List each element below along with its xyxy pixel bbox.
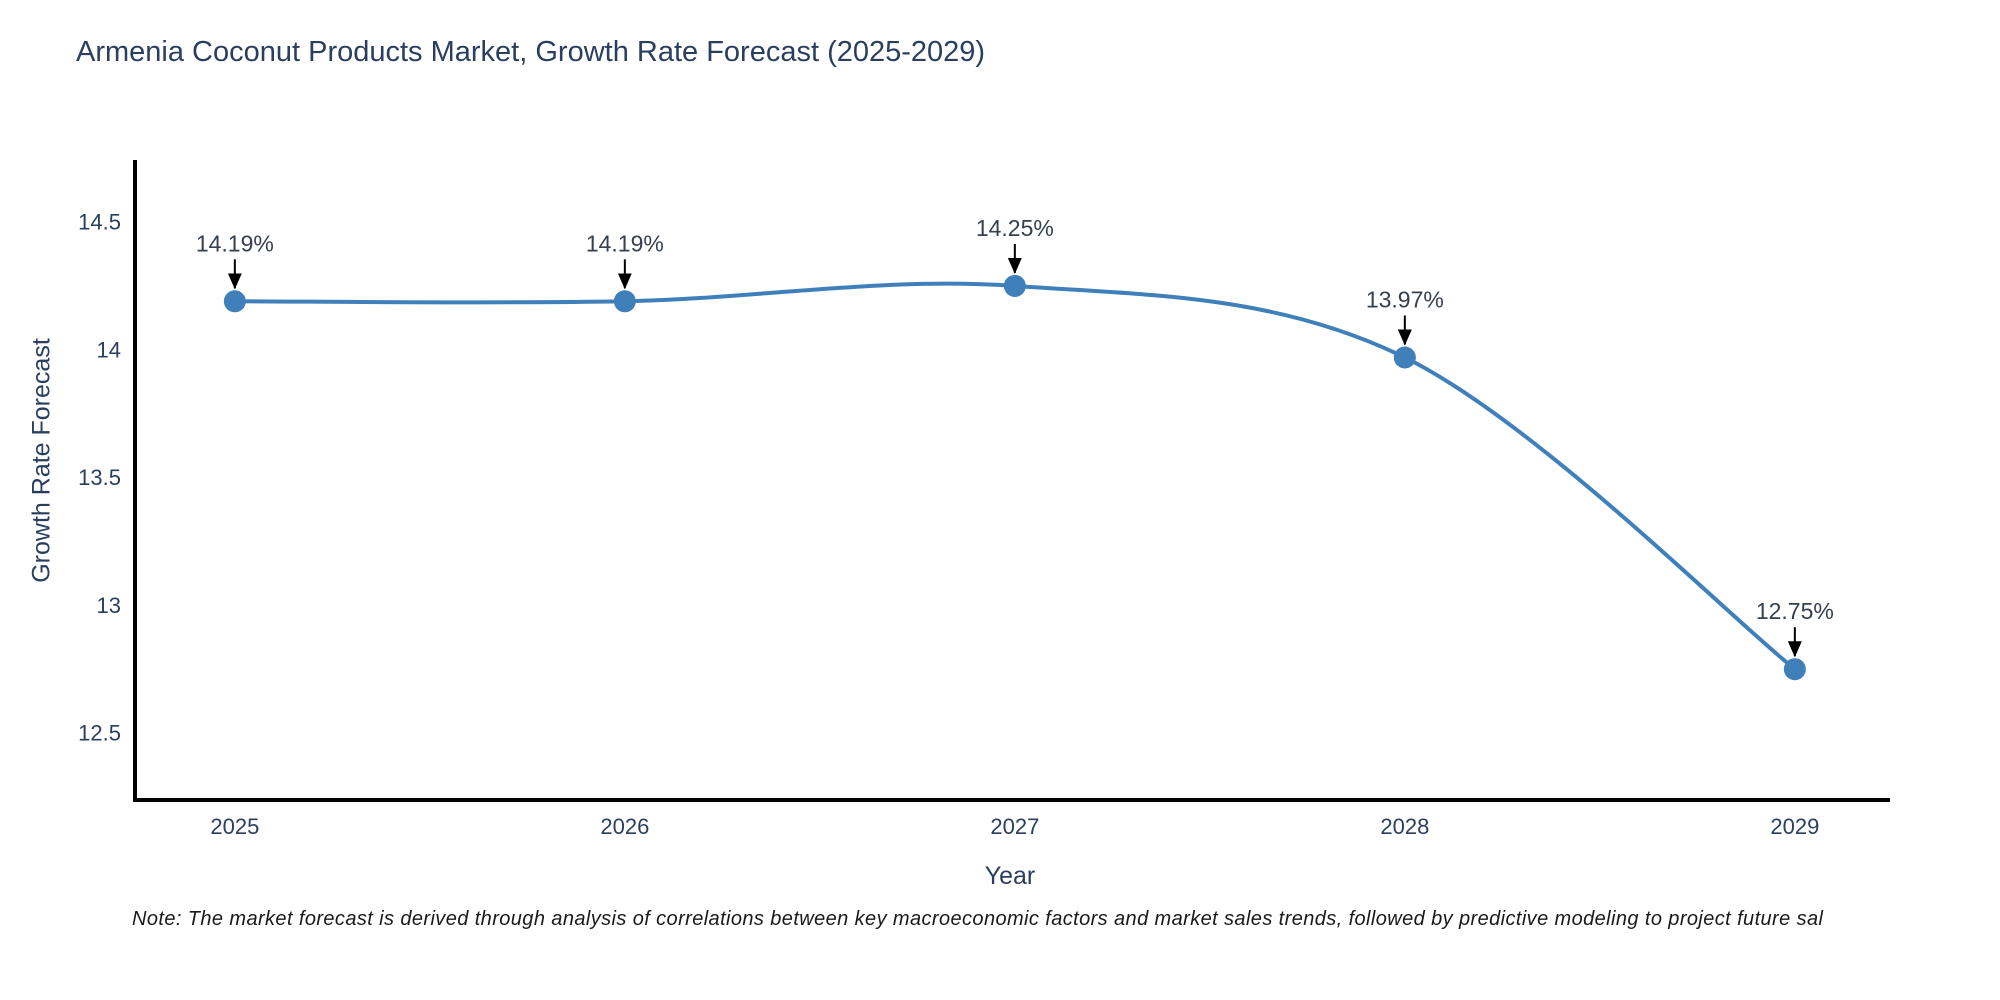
x-tick-label: 2029 bbox=[1770, 814, 1819, 839]
chart-title: Armenia Coconut Products Market, Growth … bbox=[76, 36, 986, 68]
y-axis-title: Growth Rate Forecast bbox=[27, 338, 56, 583]
point-value-label: 14.19% bbox=[586, 230, 664, 256]
x-tick-label: 2028 bbox=[1380, 814, 1429, 839]
axes: 12.5 13 13.5 14 14.5 2025 2026 2027 2028 2029 bbox=[78, 160, 1890, 839]
y-tick-label: 14.5 bbox=[78, 210, 121, 235]
data-point-2026 bbox=[613, 290, 636, 313]
y-tick-label: 14 bbox=[97, 337, 121, 362]
x-tick-label: 2025 bbox=[210, 814, 259, 839]
data-point-2028 bbox=[1393, 346, 1416, 369]
y-tick-label: 12.5 bbox=[78, 721, 121, 746]
data-point-2029 bbox=[1783, 658, 1806, 681]
data-point-2025 bbox=[223, 290, 246, 313]
x-tick-label: 2026 bbox=[600, 814, 649, 839]
data-point-2027 bbox=[1003, 274, 1026, 297]
point-value-label: 12.75% bbox=[1756, 598, 1834, 624]
x-axis-title: Year bbox=[984, 862, 1036, 890]
point-value-label: 14.19% bbox=[196, 230, 274, 256]
y-tick-label: 13 bbox=[97, 593, 121, 618]
y-tick-label: 13.5 bbox=[78, 465, 121, 490]
forecast-line bbox=[232, 281, 1797, 672]
point-value-label: 14.25% bbox=[976, 215, 1054, 241]
x-tick-label: 2027 bbox=[990, 814, 1039, 839]
footnote: Note: The market forecast is derived thr… bbox=[132, 908, 1824, 930]
forecast-series bbox=[223, 274, 1806, 681]
annotations: 14.19% 14.19% 14.25% 13.97% 12.75% bbox=[196, 215, 1834, 658]
point-value-label: 13.97% bbox=[1366, 286, 1444, 312]
